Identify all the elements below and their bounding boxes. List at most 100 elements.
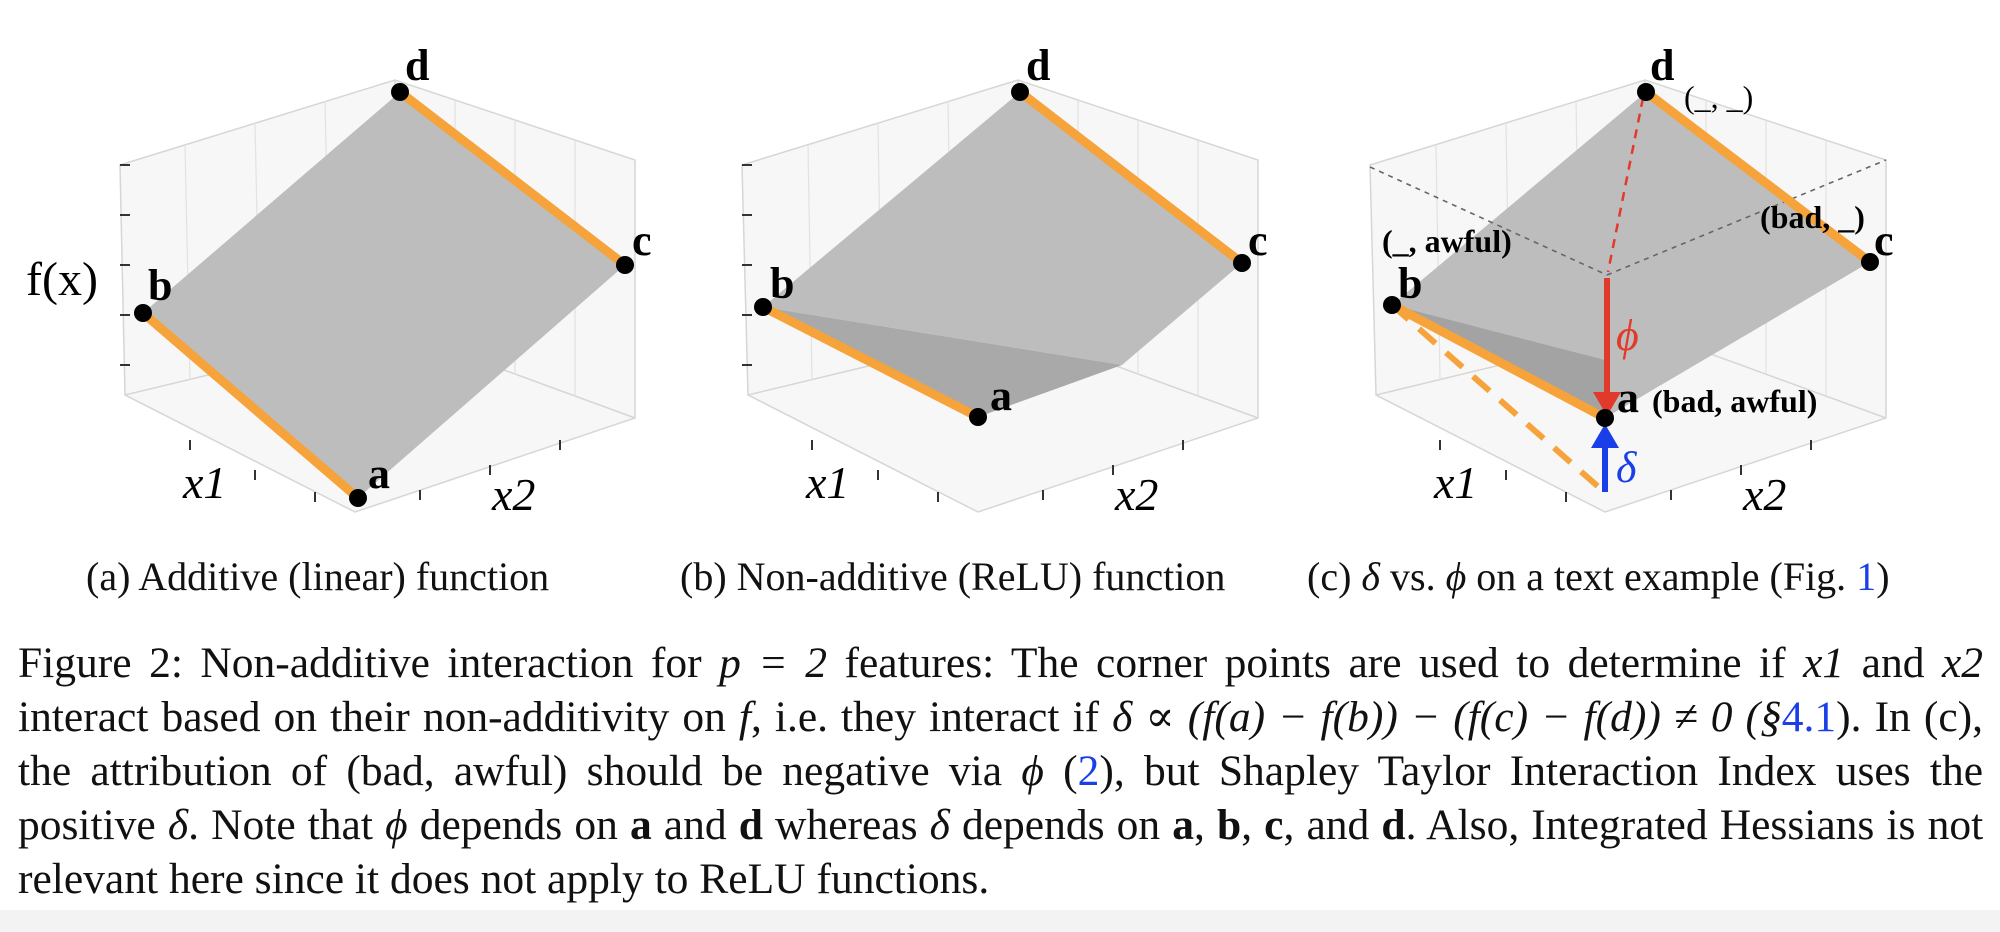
caption-text: features: The corner points are used to … bbox=[844, 639, 1786, 687]
caption-text: Figure 2: Non-additive interaction for bbox=[18, 639, 702, 687]
panel-c-x2-label: x2 bbox=[1742, 469, 1786, 520]
caption-formula: δ ∝ (f(a) − f(b)) − (f(c) − bbox=[1112, 693, 1571, 741]
panel-c-annotation-d: (_, _) bbox=[1684, 79, 1753, 115]
caption-bold-a: a bbox=[1172, 801, 1194, 849]
panel-c-point-c bbox=[1861, 253, 1879, 271]
panel-c-annotation-b: (_, awful) bbox=[1382, 223, 1512, 259]
caption-text: Taylor Interaction Index uses the positi… bbox=[18, 747, 1984, 849]
panel-a-edge-ab bbox=[138, 308, 363, 503]
panel-b-label-c: c bbox=[1248, 216, 1268, 265]
caption-math-f: f bbox=[738, 693, 751, 741]
page-footer-strip bbox=[0, 910, 2000, 932]
section-4-1-link[interactable]: 4.1 bbox=[1781, 693, 1837, 741]
panel-a-label-c: c bbox=[632, 216, 652, 265]
subcaption-c-vs: vs. bbox=[1390, 554, 1436, 599]
panel-c-ticks bbox=[1439, 440, 1812, 502]
panel-b-point-a bbox=[969, 408, 987, 426]
panel-c-phi-arrowhead bbox=[1593, 392, 1621, 416]
subcaption-c: (c) δ vs. ϕ on a text example (Fig. 1) bbox=[1307, 553, 1890, 600]
panel-a-label-d: d bbox=[405, 41, 429, 90]
panel-c-plot: b d c a (_, _) (bad, _) (_, awful) (bad,… bbox=[1369, 41, 1894, 520]
panel-b-edge-ba bbox=[758, 302, 983, 422]
caption-text: interact based on their non-additivity o… bbox=[18, 693, 726, 741]
subcaption-c-suffix: on a text example (Fig. bbox=[1476, 554, 1847, 599]
caption-text: depends on bbox=[419, 801, 618, 849]
panel-c-delta-arrowhead bbox=[1591, 424, 1619, 448]
caption-text: whereas bbox=[775, 801, 918, 849]
panel-a-point-a bbox=[349, 489, 367, 507]
caption-math-delta: δ bbox=[167, 801, 189, 849]
caption-math-phi: ϕ bbox=[1021, 747, 1044, 795]
caption-math-x2: x2 bbox=[1941, 639, 1984, 687]
caption-math-p: p = 2 bbox=[719, 639, 827, 687]
panel-c-label-c: c bbox=[1874, 216, 1894, 265]
panel-a-ticks bbox=[120, 164, 561, 502]
panel-c-edge-dc bbox=[1641, 87, 1875, 267]
panel-a-x2-label: x2 bbox=[491, 469, 535, 520]
panel-b-surface-upper bbox=[763, 92, 1242, 365]
subcaption-b: (b) Non-additive (ReLU) function bbox=[680, 554, 1226, 599]
panel-a-ylabel: f(x) bbox=[26, 253, 98, 306]
figure-caption: Figure 2: Non-additive interaction for p… bbox=[18, 639, 1984, 903]
caption-text: and bbox=[1861, 639, 1925, 687]
panel-c-red-dashed bbox=[1606, 97, 1645, 273]
panel-c-annotation-c: (bad, _) bbox=[1760, 199, 1865, 235]
panel-a-label-a: a bbox=[368, 449, 390, 498]
caption-text: ( bbox=[1063, 747, 1078, 795]
caption-math-phi: ϕ bbox=[385, 801, 408, 849]
caption-text: depends on bbox=[962, 801, 1161, 849]
caption-text: , and bbox=[1283, 801, 1370, 849]
panel-a-x1-label: x1 bbox=[182, 457, 226, 508]
panel-b-surface-flat bbox=[763, 307, 1122, 417]
panel-c-label-a: a bbox=[1617, 373, 1639, 422]
panel-c-point-a bbox=[1596, 409, 1614, 427]
panel-b-x2-label: x2 bbox=[1114, 469, 1158, 520]
panel-b-point-d bbox=[1011, 83, 1029, 101]
equation-2-link[interactable]: 2 bbox=[1077, 747, 1100, 795]
caption-text: and bbox=[663, 801, 727, 849]
caption-bold-d: d bbox=[738, 801, 763, 849]
caption-text: ), but Shapley bbox=[1099, 747, 1360, 795]
subcaption-c-prefix: (c) bbox=[1307, 554, 1352, 599]
panel-c-x1-label: x1 bbox=[1433, 457, 1477, 508]
panel-c-guides bbox=[1369, 159, 1887, 276]
subcaption-a: (a) Additive (linear) function bbox=[86, 554, 550, 599]
panel-c-point-d bbox=[1637, 83, 1655, 101]
figure-1-link[interactable]: 1 bbox=[1856, 554, 1877, 599]
caption-bold-b: b bbox=[1216, 801, 1242, 849]
panel-a-point-d bbox=[391, 83, 409, 101]
panel-b-point-b bbox=[754, 298, 772, 316]
panel-c-annotation-a: (bad, awful) bbox=[1652, 383, 1817, 419]
panel-a-label-b: b bbox=[148, 261, 172, 310]
caption-text: . Also, Integrated Hessians is not relev… bbox=[18, 801, 1984, 903]
caption-bold-c: c bbox=[1264, 801, 1284, 849]
caption-formula: f(d)) ≠ 0 (§ bbox=[1583, 693, 1782, 741]
panel-c-label-d: d bbox=[1650, 41, 1674, 90]
caption-text: . Note that bbox=[188, 801, 373, 849]
panel-b-label-a: a bbox=[990, 371, 1012, 420]
panel-a-plot: b d c a f(x) x1 x2 bbox=[26, 41, 652, 520]
panel-c-point-b bbox=[1383, 296, 1401, 314]
panel-c-phi-label: ϕ bbox=[1616, 311, 1639, 360]
panel-c-label-b: b bbox=[1398, 259, 1422, 308]
panel-a-surface bbox=[143, 92, 625, 498]
panel-b-label-d: d bbox=[1026, 41, 1050, 90]
panel-b-plot: b d c a x1 x2 bbox=[741, 41, 1268, 520]
panel-c-delta-label: δ bbox=[1616, 443, 1638, 492]
subcaption-c-delta: δ bbox=[1361, 554, 1380, 599]
panel-b-x1-label: x1 bbox=[805, 457, 849, 508]
panel-a-point-b bbox=[134, 304, 152, 322]
panel-b-edge-dc bbox=[1015, 87, 1247, 268]
caption-math-delta: δ bbox=[929, 801, 950, 849]
caption-bold-d: d bbox=[1381, 801, 1406, 849]
caption-bold-a: a bbox=[629, 801, 652, 849]
panel-a-edge-dc bbox=[395, 87, 630, 270]
panel-b-label-b: b bbox=[770, 259, 794, 308]
subcaption-c-close: ) bbox=[1876, 554, 1890, 599]
panel-c-edge-ba bbox=[1387, 300, 1610, 423]
caption-math-x1: x1 bbox=[1803, 639, 1845, 687]
panel-c-edge-b-dashed bbox=[1390, 302, 1604, 493]
caption-text: ). In (c), the attribution of (bad, awfu… bbox=[18, 693, 1983, 795]
subcaption-c-phi: ϕ bbox=[1445, 554, 1467, 599]
panel-a-point-c bbox=[616, 256, 634, 274]
